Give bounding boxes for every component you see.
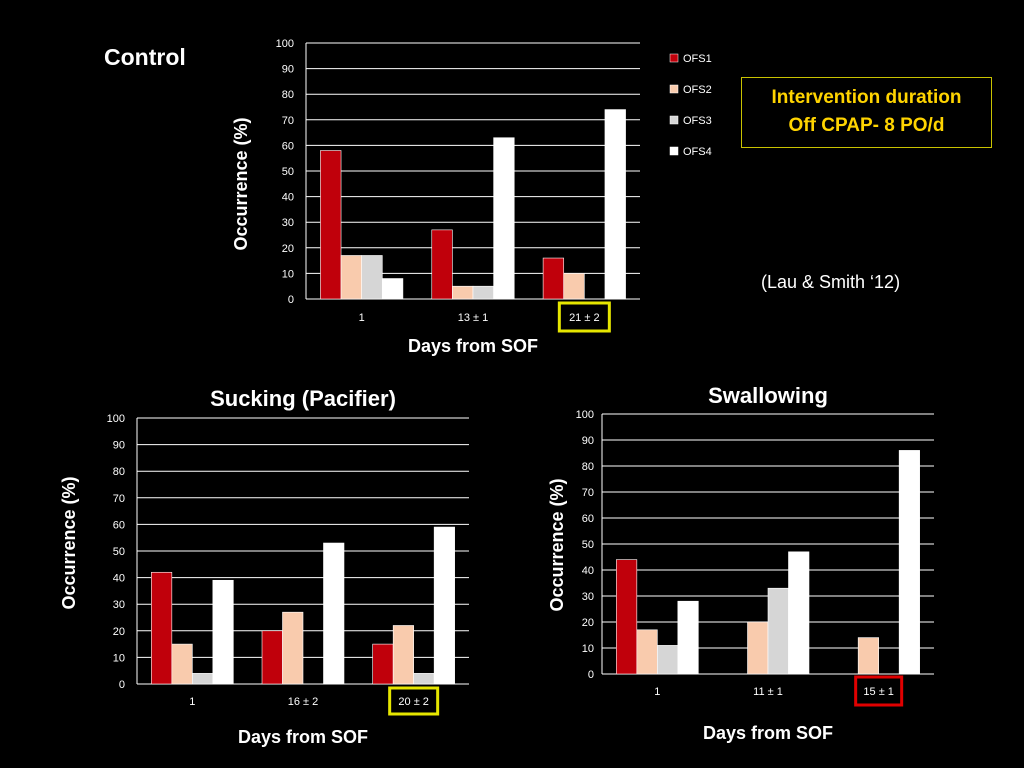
highlight-box: [854, 675, 904, 707]
y-tick-label: 20: [282, 243, 294, 255]
legend-swatch: [669, 53, 679, 63]
bar-ofs4: [433, 526, 455, 685]
bar-ofs1: [616, 559, 638, 675]
x-tick-label: 11 ± 1: [753, 686, 783, 698]
y-tick-label: 30: [113, 599, 125, 611]
bar-ofs2: [392, 625, 414, 685]
bar-ofs2: [857, 637, 879, 675]
highlight-box: [557, 301, 611, 333]
y-tick-label: 40: [282, 192, 294, 204]
y-tick-label: 10: [582, 643, 594, 655]
intervention-note-box: Intervention duration Off CPAP- 8 PO/d: [741, 77, 992, 148]
bar-ofs4: [212, 579, 234, 685]
y-tick-label: 30: [282, 217, 294, 229]
bar-ofs4: [323, 542, 345, 685]
bar-ofs3: [361, 255, 383, 300]
y-tick-label: 50: [282, 166, 294, 178]
bar-ofs4: [788, 551, 810, 675]
y-tick-label: 0: [119, 679, 125, 691]
y-tick-label: 90: [582, 435, 594, 447]
legend-swatch: [669, 115, 679, 125]
bar-ofs1: [151, 571, 173, 685]
x-tick-label: 1: [189, 696, 195, 708]
legend-swatch: [669, 146, 679, 156]
y-tick-label: 60: [282, 140, 294, 152]
y-tick-label: 80: [282, 89, 294, 101]
legend-label: OFS3: [683, 115, 712, 127]
y-tick-label: 60: [582, 513, 594, 525]
y-tick-label: 10: [282, 268, 294, 280]
legend-label: OFS4: [683, 146, 712, 158]
y-tick-label: 80: [113, 466, 125, 478]
legend-swatch: [669, 84, 679, 94]
y-axis-label: Occurrence (%): [547, 478, 567, 611]
bar-ofs1: [320, 150, 342, 300]
chart-title: Sucking (Pacifier): [210, 386, 396, 411]
y-tick-label: 100: [276, 38, 294, 50]
note-line-2: Off CPAP- 8 PO/d: [788, 115, 945, 136]
y-tick-label: 50: [113, 546, 125, 558]
bar-ofs2: [171, 643, 193, 685]
y-tick-label: 20: [113, 626, 125, 638]
y-tick-label: 60: [113, 519, 125, 531]
y-tick-label: 80: [582, 461, 594, 473]
x-axis-label: Days from SOF: [408, 336, 538, 356]
chart-title: Swallowing: [708, 383, 828, 408]
bar-ofs2: [563, 273, 585, 300]
x-axis-label: Days from SOF: [703, 723, 833, 743]
y-tick-label: 0: [288, 294, 294, 306]
legend-label: OFS1: [683, 53, 712, 65]
y-tick-label: 70: [582, 487, 594, 499]
x-tick-label: 1: [654, 686, 660, 698]
x-tick-label: 16 ± 2: [288, 696, 319, 708]
bar-ofs1: [431, 229, 453, 300]
bar-ofs3: [657, 645, 679, 675]
y-axis-label: Occurrence (%): [59, 476, 79, 609]
x-tick-label: 15 ± 1: [863, 686, 894, 698]
y-tick-label: 10: [113, 652, 125, 664]
bar-ofs2: [747, 621, 769, 675]
citation: (Lau & Smith ‘12): [761, 272, 901, 292]
y-tick-label: 20: [582, 617, 594, 629]
y-tick-label: 40: [113, 573, 125, 585]
y-tick-label: 70: [113, 493, 125, 505]
y-tick-label: 100: [576, 409, 594, 421]
y-tick-label: 0: [588, 669, 594, 681]
note-line-1: Intervention duration: [771, 87, 962, 108]
highlight-box: [388, 686, 440, 716]
x-tick-label: 13 ± 1: [458, 312, 489, 324]
bar-ofs4: [604, 109, 626, 300]
bar-ofs4: [493, 137, 515, 300]
x-axis-label: Days from SOF: [238, 727, 368, 747]
slide-title: Control: [104, 44, 186, 70]
bar-ofs4: [898, 450, 920, 675]
x-tick-label: 20 ± 2: [398, 696, 429, 708]
bar-ofs2: [282, 611, 304, 685]
legend-label: OFS2: [683, 84, 712, 96]
x-tick-label: 1: [359, 312, 365, 324]
bar-ofs4: [677, 600, 699, 675]
bar-ofs2: [636, 629, 658, 675]
x-tick-label: 21 ± 2: [569, 312, 600, 324]
y-tick-label: 40: [582, 565, 594, 577]
y-tick-label: 70: [282, 115, 294, 127]
y-tick-label: 90: [282, 64, 294, 76]
y-tick-label: 50: [582, 539, 594, 551]
y-axis-label: Occurrence (%): [231, 117, 251, 250]
y-tick-label: 30: [582, 591, 594, 603]
bar-ofs3: [767, 587, 789, 675]
y-tick-label: 100: [107, 413, 125, 425]
bar-ofs4: [381, 278, 404, 300]
y-tick-label: 90: [113, 440, 125, 452]
